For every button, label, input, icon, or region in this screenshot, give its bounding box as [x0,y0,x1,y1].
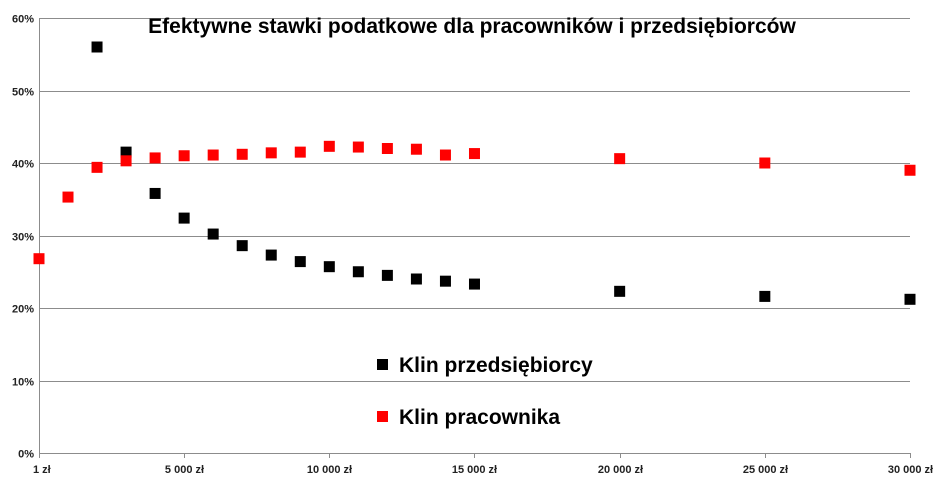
y-tick-label: 30% [12,232,34,244]
point-klin-pracownika [439,149,451,161]
point-layer [33,41,916,305]
legend-label: Klin przedsiębiorcy [399,354,593,377]
point-klin-przedsiebiorcy [265,249,277,261]
grid-layer [39,18,910,382]
point-klin-przedsiebiorcy [236,240,248,252]
y-tick-label: 60% [12,14,34,26]
point-klin-przedsiebiorcy [381,269,393,281]
point-klin-pracownika [352,141,364,153]
point-klin-pracownika [149,152,161,164]
point-klin-pracownika [120,155,132,167]
point-klin-przedsiebiorcy [904,293,916,305]
x-tick-label: 15 000 zł [452,464,497,476]
x-tick-label: 30 000 zł [888,464,933,476]
point-klin-przedsiebiorcy [91,41,103,53]
point-klin-przedsiebiorcy [614,285,626,297]
y-tick-label: 40% [12,159,34,171]
point-klin-pracownika [614,153,626,165]
axis-layer: 0% 10% 20% 30% 40% 50% 60% 1 zł 5 000 zł 10 000 z… [12,14,933,477]
point-klin-przedsiebiorcy [178,212,190,224]
point-klin-przedsiebiorcy [323,261,335,273]
point-klin-pracownika [178,150,190,162]
point-klin-pracownika [323,140,335,152]
point-klin-przedsiebiorcy [468,278,480,290]
point-klin-pracownika [62,191,74,203]
x-tick-label: 10 000 zł [307,464,352,476]
x-tick-label: 1 zł [33,464,51,476]
point-klin-pracownika [381,143,393,154]
legend-marker [377,359,388,370]
point-klin-przedsiebiorcy [410,273,422,285]
point-klin-pracownika [91,161,103,173]
point-klin-pracownika [759,157,771,169]
point-klin-pracownika [265,147,277,159]
point-klin-pracownika [468,148,480,160]
point-klin-pracownika [33,253,45,265]
point-klin-przedsiebiorcy [439,275,451,287]
point-klin-przedsiebiorcy [207,228,219,240]
point-klin-przedsiebiorcy [352,266,364,278]
point-klin-pracownika [410,143,422,155]
point-klin-przedsiebiorcy [294,256,306,268]
legend-marker [377,411,388,422]
y-tick-label: 50% [12,87,34,99]
point-klin-pracownika [294,146,306,158]
point-klin-pracownika [207,149,219,161]
point-klin-przedsiebiorcy [120,146,132,158]
chart-title: Efektywne stawki podatkowe dla pracownik… [148,15,796,38]
x-tick-label: 5 000 zł [165,464,204,476]
y-tick-label: 10% [12,377,34,389]
x-tick-label: 20 000 zł [598,464,643,476]
point-klin-pracownika [236,148,248,160]
point-klin-przedsiebiorcy [759,290,771,302]
point-klin-pracownika [904,164,916,176]
legend-label: Klin pracownika [399,406,560,429]
y-tick-label: 0% [18,449,34,461]
x-tick-label: 25 000 zł [743,464,788,476]
y-tick-label: 20% [12,304,34,316]
legend: Klin przedsiębiorcy Klin pracownika [377,354,593,429]
point-klin-przedsiebiorcy [149,187,161,199]
